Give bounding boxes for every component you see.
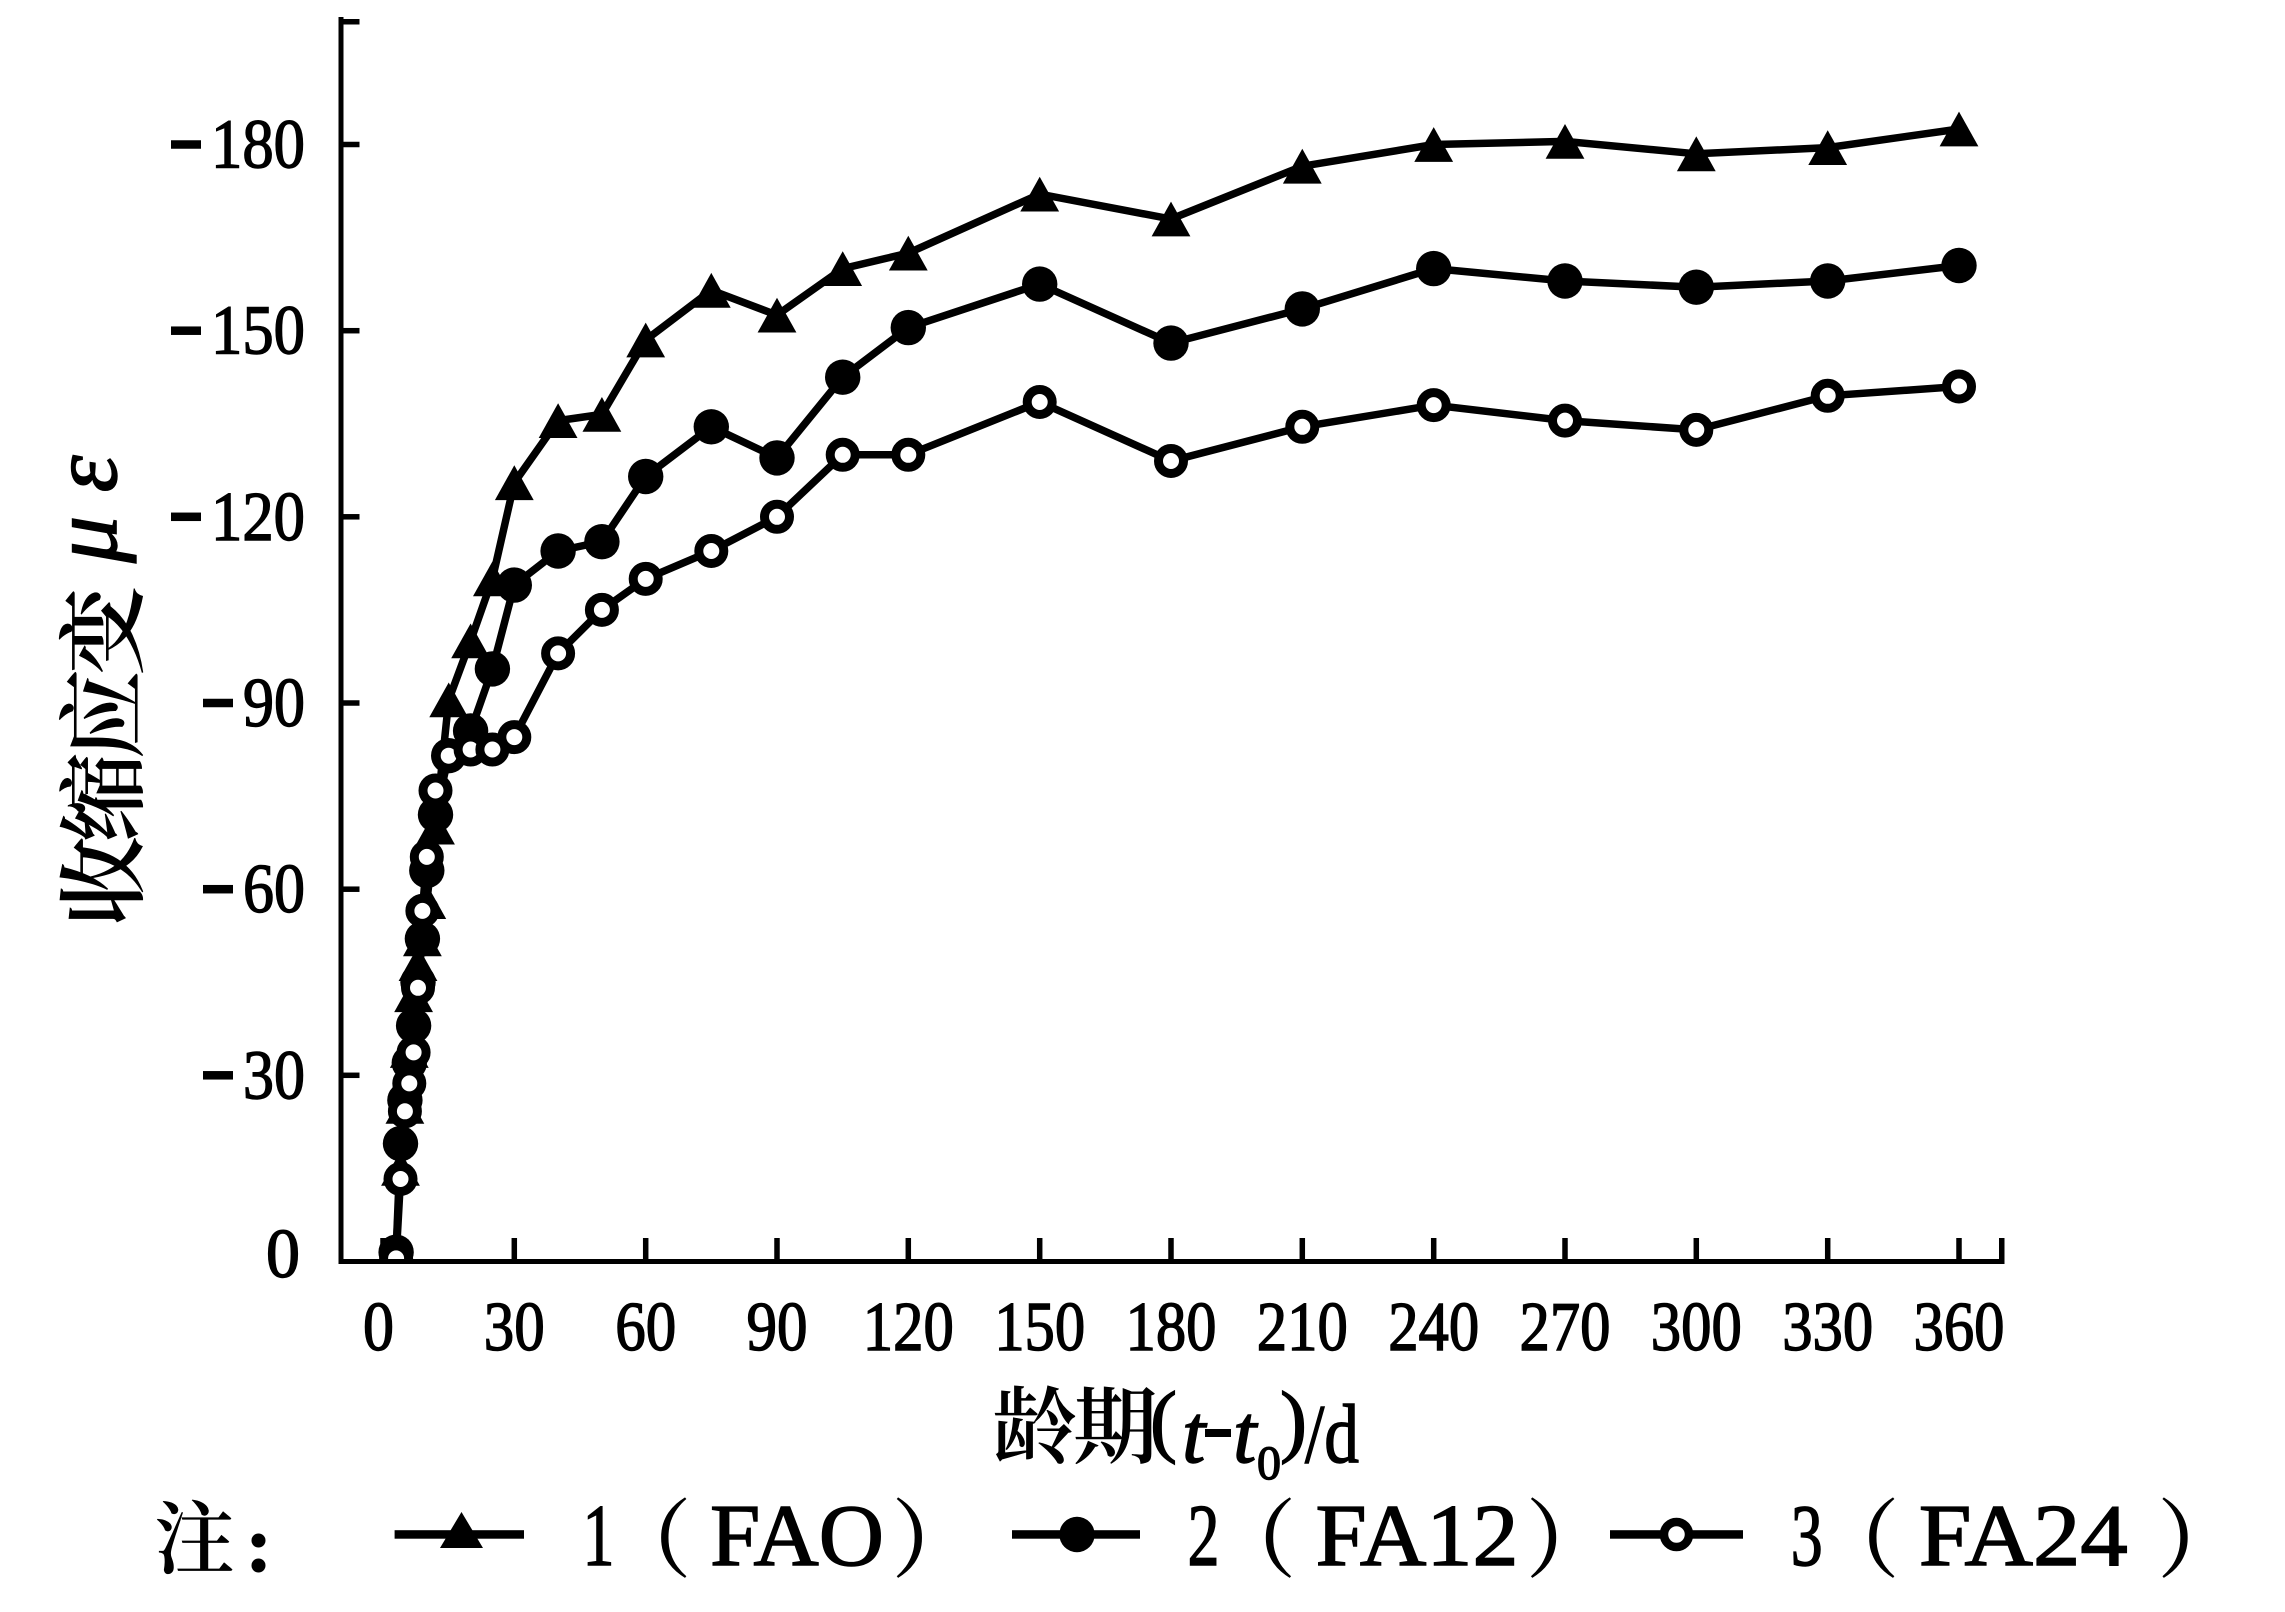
svg-text:60: 60 [243, 851, 305, 928]
svg-text:(: ( [1150, 1375, 1177, 1465]
svg-text:FAO: FAO [710, 1488, 884, 1585]
svg-text:1: 1 [583, 1488, 615, 1585]
svg-text:240: 240 [1388, 1289, 1479, 1366]
svg-text:180: 180 [1126, 1289, 1217, 1366]
svg-text:30: 30 [243, 1037, 305, 1114]
svg-text:120: 120 [863, 1289, 954, 1366]
svg-text:270: 270 [1520, 1289, 1611, 1366]
svg-text:90: 90 [747, 1289, 808, 1366]
svg-text:90: 90 [243, 665, 305, 742]
svg-text:/d: /d [1305, 1388, 1359, 1481]
svg-text:210: 210 [1257, 1289, 1348, 1366]
svg-text:150: 150 [211, 293, 305, 370]
svg-text:60: 60 [615, 1289, 676, 1366]
svg-text:120: 120 [211, 479, 305, 556]
svg-text:t: t [1182, 1388, 1208, 1481]
svg-text:0: 0 [1257, 1437, 1281, 1490]
svg-text:360: 360 [1914, 1289, 2005, 1366]
svg-text:180: 180 [211, 107, 305, 184]
svg-text:3: 3 [1791, 1488, 1823, 1585]
svg-text:2: 2 [1188, 1488, 1220, 1585]
svg-text:0: 0 [363, 1289, 394, 1366]
svg-text:0: 0 [266, 1216, 300, 1293]
svg-text:30: 30 [484, 1289, 545, 1366]
svg-text:): ) [1280, 1375, 1307, 1465]
svg-text:330: 330 [1782, 1289, 1873, 1366]
svg-text:t: t [1233, 1388, 1259, 1481]
svg-text:FA12: FA12 [1316, 1488, 1519, 1585]
svg-text:300: 300 [1651, 1289, 1742, 1366]
svg-text:150: 150 [994, 1289, 1085, 1366]
svg-text:FA24: FA24 [1919, 1488, 2128, 1585]
svg-text:μ ε: μ ε [33, 455, 137, 564]
